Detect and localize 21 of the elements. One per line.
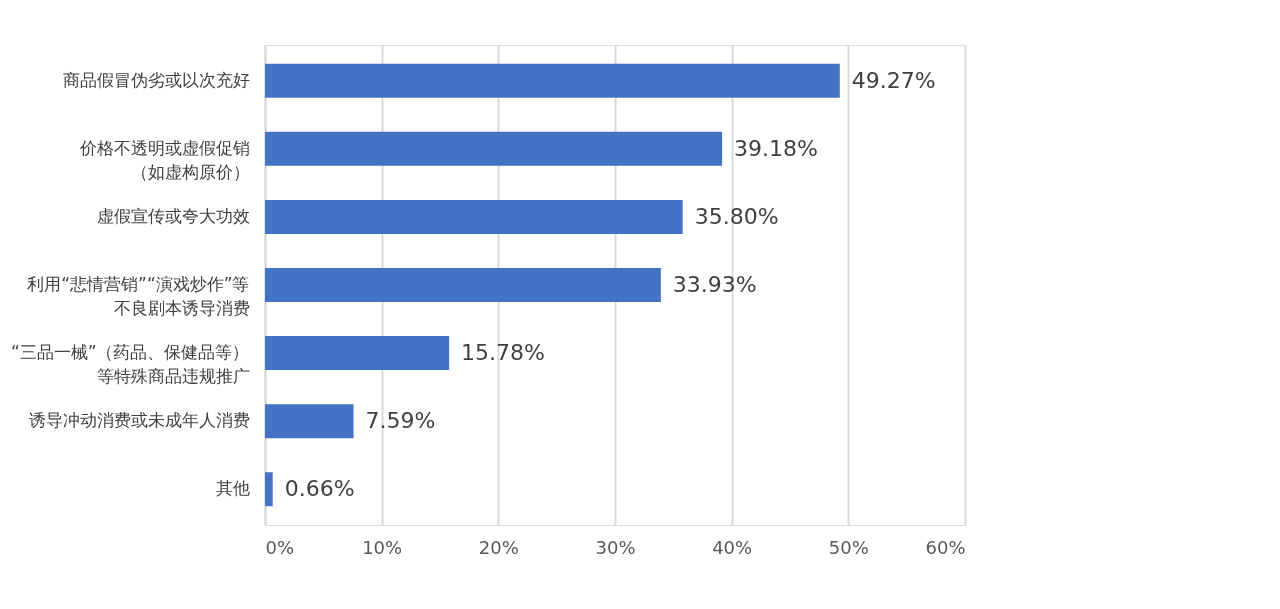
y-tick-label: 诱导冲动消费或未成年人消费	[28, 410, 250, 431]
x-tick-label: 40%	[712, 536, 753, 558]
data-label: 49.27%	[851, 67, 936, 93]
y-tick-label: 利用“悲情营销”“演戏炒作”等不良剧本诱导消费	[27, 274, 250, 318]
x-tick-label: 60%	[925, 536, 966, 558]
data-label: 15.78%	[461, 340, 545, 366]
x-tick-label: 20%	[478, 536, 519, 558]
data-label: 39.18%	[734, 135, 818, 161]
y-tick-label: “三品一械”（药品、保健品等）等特殊商品违规推广	[10, 342, 250, 387]
y-tick-label: 其他	[215, 478, 250, 499]
x-tick-label: 30%	[595, 536, 636, 558]
x-tick-label: 10%	[362, 536, 403, 558]
y-tick-label: 价格不透明或虚假促销（如虚构原价）	[78, 137, 250, 182]
data-label: 0.66%	[284, 476, 355, 502]
x-tick-label: 0%	[265, 536, 295, 558]
data-label: 33.93%	[672, 272, 757, 297]
data-label: 35.80%	[694, 203, 779, 229]
y-tick-label: 虚假宣传或夸大功效	[96, 205, 250, 226]
x-tick-label: 50%	[828, 536, 869, 558]
y-tick-label: 商品假冒伪劣或以次充好	[62, 69, 250, 90]
data-label: 7.59%	[365, 408, 436, 434]
